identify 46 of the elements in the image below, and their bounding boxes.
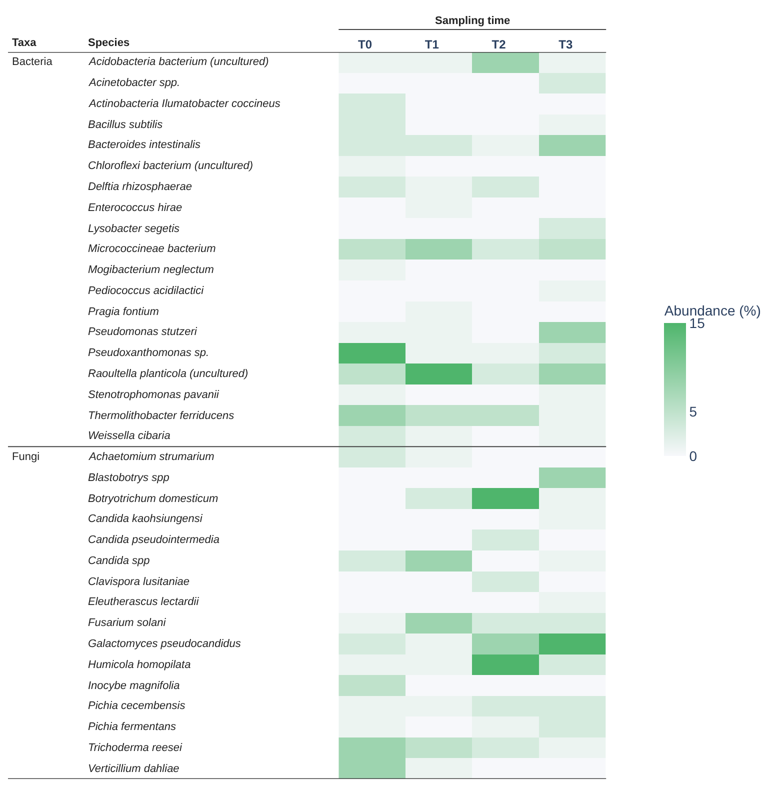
y-tick-label: Weissella cibaria — [88, 430, 170, 442]
y-tick-label: Acidobacteria bacterium (uncultured) — [88, 56, 270, 68]
x-tick-label: T3 — [558, 38, 573, 52]
y-tick-label: Delftia rhizosphaerae — [88, 181, 192, 193]
text: Species — [88, 37, 130, 49]
y-tick-label: Stenotrophomonas pavanii — [88, 389, 220, 401]
x-tick-label: T1 — [424, 38, 440, 52]
y-tick-label: Humicola homopilata — [88, 659, 191, 671]
y-tick-label: Verticillium dahliae — [88, 763, 180, 775]
x-axis-title: Sampling time — [435, 15, 510, 27]
y-tick-label: Pichia cecembensis — [88, 700, 186, 712]
y-tick-label: Pseudoxanthomonas sp. — [88, 347, 210, 359]
y-tick-label: Pragia fontium — [88, 306, 159, 318]
y2-tick-label: Fungi — [12, 451, 40, 463]
y-tick-label: Enterococcus hirae — [88, 202, 182, 214]
y-tick-label: Candida spp — [88, 555, 150, 567]
y-tick-label: Lysobacter segetis — [88, 223, 180, 235]
y-tick-label: Thermolithobacter ferriducens — [88, 410, 235, 422]
y-tick-label: Raoultella planticola (uncultured) — [88, 368, 249, 380]
y-tick-label: Eleutherascus lectardii — [88, 596, 200, 608]
y-tick-label: Clavispora lusitaniae — [88, 576, 190, 588]
y-tick-label: Pseudomonas stutzeri — [88, 326, 198, 338]
y-tick-label: Botryotrichum domesticum — [88, 493, 218, 505]
y-tick-label: Fusarium solani — [88, 617, 166, 629]
y2-tick-label: Bacteria — [12, 56, 54, 68]
y-tick-label: Micrococcineae bacterium — [88, 243, 216, 255]
y-tick-label: Candida kaohsiungensi — [88, 513, 203, 525]
color-bar-label: 0 — [689, 448, 698, 464]
y-tick-label: Trichoderma reesei — [88, 742, 182, 754]
y-tick-label: Actinobacteria Ilumatobacter coccineus — [88, 98, 281, 110]
y-tick-label: Bacillus subtilis — [88, 119, 164, 131]
x-tick-label: T0 — [358, 38, 372, 52]
y-tick-label: Bacteroides intestinalis — [88, 139, 202, 151]
x-tick-label: T2 — [492, 38, 506, 52]
color-bar-label: 5 — [689, 404, 698, 420]
y-tick-label: Chloroflexi bacterium (uncultured) — [88, 160, 254, 172]
y-tick-label: Inocybe magnifolia — [88, 680, 180, 692]
y-tick-label: Acinetobacter spp. — [88, 77, 180, 89]
y-tick-label: Galactomyces pseudocandidus — [88, 638, 242, 650]
y-tick-label: Blastobotrys spp — [88, 472, 170, 484]
y-tick-label: Mogibacterium neglectum — [88, 264, 214, 276]
y-tick-label: Pichia fermentans — [88, 721, 177, 733]
y-tick-label: Pediococcus acidilactici — [88, 285, 204, 297]
y-tick-label: Candida pseudointermedia — [88, 534, 220, 546]
y-tick-label: Achaetomium strumarium — [88, 451, 214, 463]
text: Taxa — [12, 37, 38, 49]
